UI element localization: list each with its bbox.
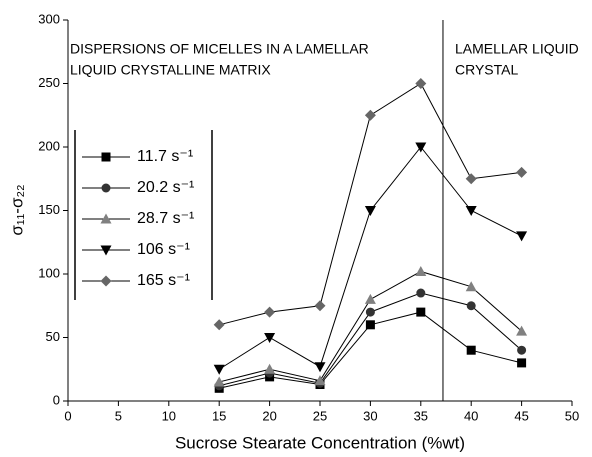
y-tick-label: 100: [38, 265, 60, 280]
marker: [100, 213, 112, 224]
marker: [517, 345, 527, 355]
marker: [314, 300, 326, 312]
y-tick-label: 200: [38, 138, 60, 153]
y-tick-label: 50: [46, 329, 60, 344]
marker: [516, 325, 528, 336]
x-tick-label: 30: [363, 408, 377, 423]
marker: [365, 320, 375, 330]
marker: [364, 293, 376, 304]
marker: [314, 362, 326, 373]
y-tick-label: 300: [38, 11, 60, 26]
x-tick-label: 50: [565, 408, 579, 423]
marker: [516, 231, 528, 242]
marker: [100, 275, 112, 287]
legend-label: 28.7 s⁻¹: [137, 210, 194, 227]
marker: [364, 206, 376, 216]
marker: [416, 307, 426, 317]
marker: [365, 307, 375, 317]
series-line: [218, 146, 522, 370]
marker: [213, 319, 225, 331]
legend-label: 106 s⁻¹: [137, 241, 190, 258]
y-tick-label: 150: [38, 202, 60, 217]
marker: [466, 345, 476, 355]
marker: [466, 301, 476, 311]
x-tick-label: 20: [262, 408, 276, 423]
x-tick-label: 25: [313, 408, 327, 423]
x-tick-label: 40: [464, 408, 478, 423]
x-tick-label: 0: [64, 408, 71, 423]
x-tick-label: 5: [115, 408, 122, 423]
marker: [264, 333, 276, 343]
x-tick-label: 15: [212, 408, 226, 423]
marker: [415, 265, 427, 276]
marker: [101, 183, 111, 193]
y-axis-label: σ₁₁-σ₂₂: [7, 184, 26, 235]
marker: [213, 376, 225, 387]
annotation: LIQUID CRYSTALLINE MATRIX: [70, 62, 271, 78]
marker: [100, 245, 112, 256]
legend-label: 20.2 s⁻¹: [137, 179, 194, 196]
x-tick-label: 10: [162, 408, 176, 423]
marker: [213, 364, 225, 375]
marker: [516, 166, 528, 178]
y-tick-label: 250: [38, 75, 60, 90]
marker: [264, 363, 276, 374]
marker: [416, 288, 426, 298]
series-line: [219, 292, 522, 387]
legend-box: [75, 130, 212, 300]
x-tick-label: 35: [414, 408, 428, 423]
marker: [415, 142, 427, 153]
legend-label: 11.7 s⁻¹: [137, 148, 193, 165]
x-tick-label: 45: [514, 408, 528, 423]
x-axis-label: Sucrose Stearate Concentration (%wt): [175, 433, 465, 452]
annotation: DISPERSIONS OF MICELLES IN A LAMELLAR: [70, 41, 369, 57]
marker: [465, 173, 477, 185]
marker: [465, 281, 477, 292]
y-tick-label: 0: [53, 392, 60, 407]
legend-label: 165 s⁻¹: [137, 272, 190, 289]
marker: [101, 152, 111, 162]
marker: [264, 306, 276, 318]
marker: [465, 206, 477, 216]
annotation: CRYSTAL: [455, 62, 518, 78]
marker: [415, 78, 427, 89]
marker: [314, 375, 326, 386]
marker: [364, 109, 376, 121]
annotation: LAMELLAR LIQUID: [455, 41, 579, 57]
marker: [517, 358, 527, 368]
